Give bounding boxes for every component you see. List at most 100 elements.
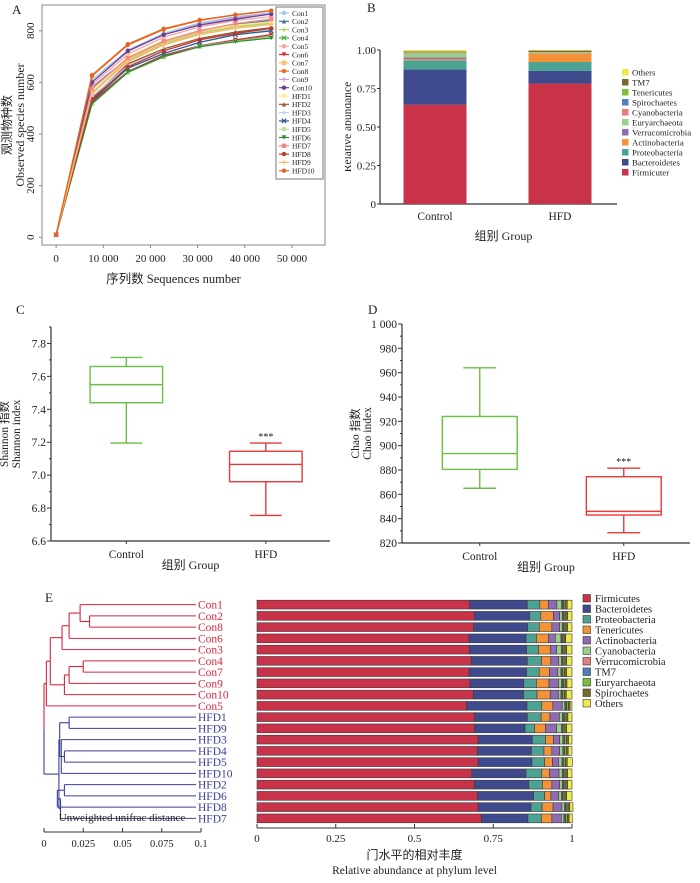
data-point	[197, 23, 201, 27]
leaf-label: Con10	[198, 690, 229, 702]
bar-segment-tm7	[404, 51, 467, 52]
y-tick-label: 7.8	[32, 338, 47, 350]
bar-segment-spirochaetes	[565, 600, 567, 609]
series-line	[56, 35, 271, 235]
legend-swatch	[622, 149, 629, 156]
bar-segment-tenericutes	[539, 668, 549, 677]
leaf-label: Con8	[198, 622, 223, 634]
legend-label: Verrucomicrobia	[595, 657, 666, 668]
bar-segment-cyanobacteria	[559, 769, 562, 778]
data-point	[233, 17, 237, 21]
bar-segment-cyanobacteria	[562, 701, 565, 710]
box-hfd	[586, 468, 661, 532]
bar-segment-actinobacteria	[550, 769, 559, 778]
bar-segment-bacteroidetes	[470, 679, 524, 688]
leaf-label: Con5	[198, 701, 223, 713]
bar-segment-others	[566, 634, 572, 643]
leaf-label: HFD5	[198, 757, 227, 769]
bar-segment-cyanobacteria	[559, 713, 562, 722]
y-tick-label: 0.25	[357, 161, 377, 173]
y-axis-title-en: Chao index	[362, 407, 374, 460]
bar-segment-proteobacteria	[531, 803, 542, 812]
bar-segment-bacteroidetes	[471, 656, 527, 665]
legend-marker	[282, 86, 286, 90]
legend-marker	[282, 11, 286, 15]
significance-annotation: ***	[258, 432, 273, 443]
bar-row-con8	[257, 623, 572, 632]
bar-segment-actinobacteria	[553, 735, 559, 744]
bar-segment-proteobacteria	[527, 600, 540, 609]
bar-segment-proteobacteria	[404, 60, 467, 69]
bar-segment-bacteroidetes	[472, 769, 526, 778]
bar-segment-others	[566, 690, 572, 699]
leaf-label: HFD8	[198, 802, 227, 814]
bar-segment-firmicutes	[257, 668, 469, 677]
bar-segment-proteobacteria	[528, 623, 540, 632]
x-tick-label: 30 000	[183, 253, 214, 265]
leaf-label: Con6	[198, 633, 223, 645]
data-point	[90, 73, 94, 77]
y-tick-label: 880	[380, 465, 398, 477]
bar-segment-cyanobacteria	[558, 679, 561, 688]
bar-segment-proteobacteria	[526, 634, 536, 643]
data-point	[161, 39, 165, 43]
legend-swatch	[583, 689, 591, 697]
bar-segment-tm7	[529, 51, 592, 52]
bar-segment-bacteroidetes	[481, 814, 528, 823]
y-axis-title-cn: 观测物种数	[0, 95, 14, 155]
bar-segment-tenericutes	[541, 713, 550, 722]
bar-row-hfd1	[257, 713, 572, 722]
data-point	[269, 8, 273, 12]
bar-segment-actinobacteria	[548, 600, 557, 609]
bar-row-con10	[257, 690, 572, 699]
bar-segment-others	[567, 656, 572, 665]
y-tick-label: 0.50	[357, 122, 377, 134]
panel-b: B00.250.500.751.00相对丰度Relative abundance…	[345, 0, 700, 290]
bar-segment-actinobacteria	[552, 758, 558, 767]
bar-segment-tenericutes	[541, 814, 551, 823]
bar-segment-proteobacteria	[526, 769, 542, 778]
bar-segment-tenericutes	[545, 758, 553, 767]
data-point	[161, 27, 165, 31]
legend-label: Verrucomicrobia	[632, 128, 691, 138]
bar-segment-tenericutes	[404, 52, 467, 53]
bar-segment-actinobacteria	[550, 690, 558, 699]
legend-swatch	[622, 89, 629, 96]
y-tick-label: 800	[25, 22, 37, 39]
bar-segment-firmicutes	[257, 611, 474, 620]
legend-label: Firmicutes	[595, 594, 640, 605]
leaf-label: Con7	[198, 667, 223, 679]
panel-label: B	[367, 0, 376, 15]
legend-label: Bacteroidetes	[632, 158, 680, 168]
bar-segment-others	[567, 758, 572, 767]
leaf-label: HFD7	[198, 813, 227, 825]
bar-segment-bacteroidetes	[474, 623, 528, 632]
bar-segment-tenericutes	[539, 623, 552, 632]
x-tick-label: Control	[462, 551, 497, 563]
legend-swatch	[583, 700, 591, 708]
bar-segment-proteobacteria	[527, 645, 539, 654]
leaf-label: HFD10	[198, 768, 233, 780]
dendrogram	[44, 605, 196, 819]
bar-segment-bacteroidetes	[529, 71, 592, 84]
x-axis-title-cn: 门水平的相对丰度	[366, 847, 462, 862]
significance-annotation: ***	[616, 457, 631, 468]
bar-segment-others	[404, 50, 467, 51]
bar-segment-firmicutes	[257, 679, 470, 688]
box-hfd	[230, 443, 303, 515]
legend-swatch	[622, 79, 629, 86]
bar-segment-bacteroidetes	[474, 611, 529, 620]
bar-segment-firmicutes	[257, 724, 474, 733]
x-axis-title: 序列数 Sequences number	[106, 271, 242, 286]
leaf-label: HFD1	[198, 712, 227, 724]
bar-segment-firmicutes	[257, 814, 481, 823]
dendrogram-tick-label: 0.1	[194, 839, 207, 850]
bar-row-con3	[257, 645, 572, 654]
y-tick-label: 860	[380, 489, 398, 501]
bar-row-con1	[257, 600, 572, 609]
leaf-label: Con4	[198, 656, 223, 668]
legend-marker	[282, 152, 286, 156]
legend-swatch	[583, 616, 591, 624]
leaf-label: Con2	[198, 611, 223, 623]
